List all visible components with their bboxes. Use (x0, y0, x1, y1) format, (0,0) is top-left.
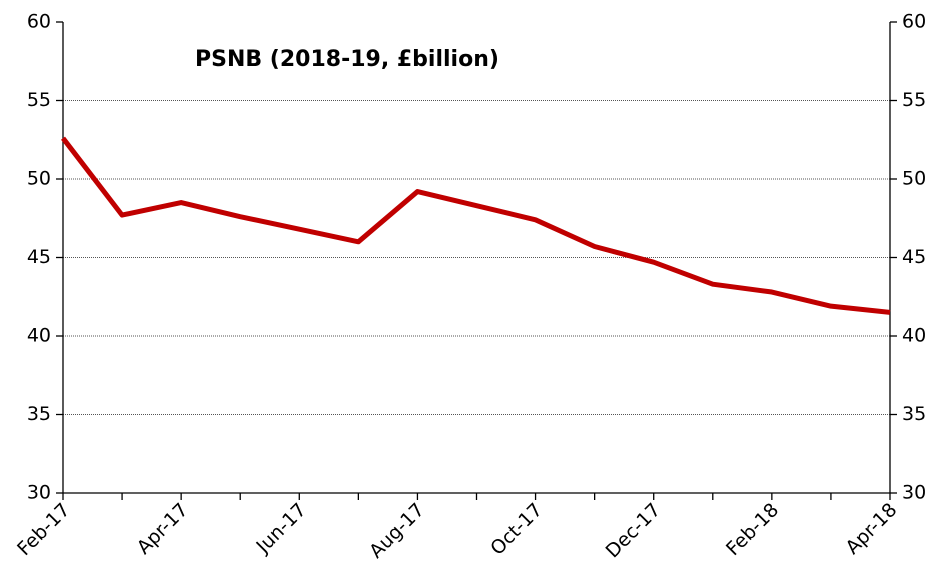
y2-tick-label: 45 (902, 246, 926, 268)
x-tick-label: Aug-17 (365, 499, 429, 563)
y-tick-label: 60 (27, 11, 51, 33)
y-tick-label: 45 (27, 246, 51, 268)
y-tick-label: 30 (27, 482, 51, 504)
y2-tick-label: 60 (902, 11, 926, 33)
y2-tick-label: 50 (902, 168, 926, 190)
y2-tick-label: 40 (902, 325, 926, 347)
x-tick-label: Apr-18 (842, 499, 902, 559)
x-tick-label: Jun-17 (252, 499, 311, 558)
y-tick-label: 50 (27, 168, 51, 190)
x-tick-label: Feb-18 (722, 499, 783, 560)
x-tick-label: Oct-17 (486, 499, 547, 560)
x-tick-label: Dec-17 (602, 499, 666, 563)
y2-tick-label: 35 (902, 403, 926, 425)
y-tick-label: 40 (27, 325, 51, 347)
y2-tick-label: 30 (902, 482, 926, 504)
y-tick-label: 35 (27, 403, 51, 425)
y2-tick-label: 55 (902, 89, 926, 111)
data-line (61, 136, 891, 315)
x-tick-label: Feb-17 (13, 499, 74, 560)
x-tick-label: Apr-17 (133, 499, 193, 559)
chart-title: PSNB (2018-19, £billion) (195, 47, 499, 72)
y-tick-label: 55 (27, 89, 51, 111)
